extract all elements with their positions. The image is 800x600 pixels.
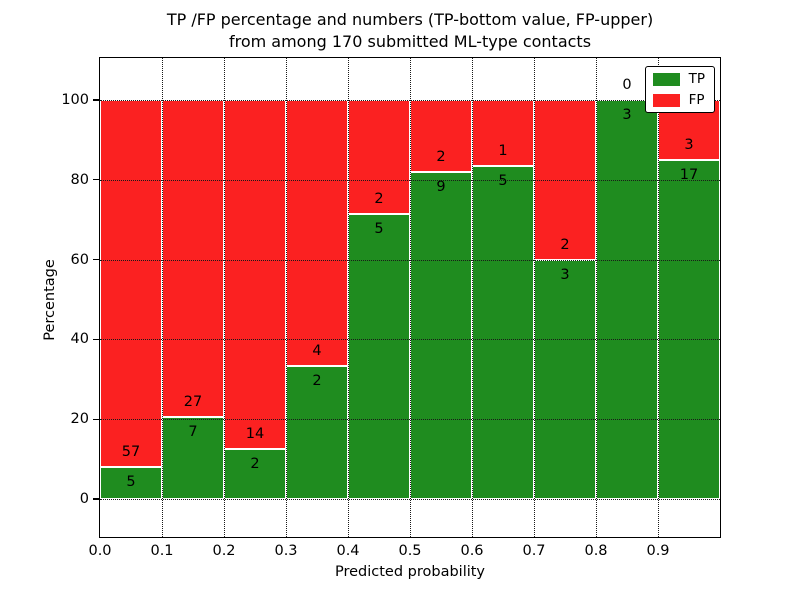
x-tick-label: 0.2 (212, 543, 236, 559)
y-axis-label: Percentage (42, 259, 58, 341)
tick-layer: 0 20 40 60 80 100 0.0 0.1 0.2 0.3 0.4 0.5 0.6 0.7 0.8 0… (61, 58, 720, 559)
vertical-gridline (224, 58, 225, 537)
x-tick-label: 0.8 (584, 543, 608, 559)
fp-bar-segment (410, 99, 472, 173)
vertical-gridline (410, 58, 411, 537)
x-tick-label: 0.4 (336, 543, 360, 559)
chart-title-line-2: from among 170 submitted ML-type contact… (228, 32, 592, 51)
x-tick-label: 0.9 (646, 543, 670, 559)
fp-count-label: 2 (374, 190, 384, 207)
plot-area: 0 20 40 60 80 100 0.0 0.1 0.2 0.3 0.4 0.5 0.6 0.7 0.8 0… (61, 57, 721, 559)
tp-count-label: 7 (188, 423, 198, 440)
vertical-gridline (534, 58, 535, 537)
fp-count-label: 0 (622, 76, 632, 93)
tp-bar-segment (596, 99, 658, 500)
fp-bar-segment (348, 99, 410, 214)
y-tick-mark (93, 418, 100, 420)
fp-bar-segment (100, 99, 162, 467)
fp-legend-label: FP (688, 92, 705, 108)
y-tick-mark (93, 498, 100, 500)
grid-layer (100, 58, 720, 537)
legend-entry-tp: TP (652, 71, 705, 87)
tp-count-label: 5 (498, 173, 508, 190)
y-tick-label: 0 (79, 491, 89, 508)
tp-legend-swatch (652, 72, 680, 86)
x-tick-label: 0.7 (522, 543, 546, 559)
fp-legend-swatch (652, 93, 680, 107)
tp-count-label: 3 (560, 266, 570, 283)
fp-bar-segment (286, 99, 348, 367)
y-tick-mark (93, 338, 100, 341)
y-tick-mark (93, 179, 100, 181)
label-layer: 57 5 27 7 14 2 4 2 2 5 2 9 1 5 2 3 0 3 3 17 (100, 58, 720, 537)
fp-bar-segment (472, 99, 534, 167)
tp-count-label: 2 (312, 373, 322, 390)
x-tick-label: 0.6 (460, 543, 484, 559)
vertical-gridline (596, 58, 597, 537)
x-axis-label: Predicted probability (334, 564, 486, 580)
tp-count-label: 17 (679, 166, 699, 183)
fp-bar-segment (224, 99, 286, 450)
x-tick-label: 0.3 (274, 543, 298, 559)
tp-count-label: 2 (250, 456, 260, 473)
y-tick-mark (93, 99, 100, 101)
y-tick-label: 40 (70, 331, 89, 348)
tp-legend-label: TP (688, 71, 705, 87)
fp-count-label: 1 (498, 143, 508, 160)
tp-count-label: 3 (622, 106, 632, 123)
tp-count-label: 9 (436, 179, 446, 196)
x-tick-label: 0.0 (88, 543, 112, 559)
vertical-gridline (658, 58, 659, 537)
fp-count-label: 3 (684, 136, 694, 153)
tp-count-label: 5 (126, 473, 136, 490)
vertical-gridline (472, 58, 473, 537)
chart-title-line-1: TP /FP percentage and numbers (TP-bottom… (166, 10, 654, 29)
vertical-gridline (162, 58, 163, 537)
chart-title: TP /FP percentage and numbers (TP-bottom… (100, 9, 720, 53)
y-tick-label: 60 (70, 251, 89, 268)
legend: TP FP (644, 66, 715, 113)
bars-layer (100, 58, 720, 537)
y-tick-mark (93, 258, 100, 261)
fp-count-label: 27 (183, 393, 203, 410)
vertical-gridline (348, 58, 349, 537)
legend-entry-fp: FP (652, 92, 705, 108)
tp-bar-segment (100, 466, 162, 500)
fp-count-label: 57 (121, 443, 141, 460)
y-tick-label: 100 (61, 91, 89, 108)
fp-count-label: 2 (560, 236, 570, 253)
x-tick-label: 0.1 (150, 543, 174, 559)
tp-count-label: 5 (374, 220, 384, 237)
vertical-gridline (286, 58, 287, 537)
y-tick-label: 80 (70, 171, 89, 188)
fp-count-label: 4 (312, 343, 322, 360)
fp-count-label: 14 (245, 426, 265, 443)
x-tick-label: 0.5 (398, 543, 422, 559)
fp-count-label: 2 (436, 149, 446, 166)
fp-bar-segment (162, 99, 224, 417)
tp-bar-segment (410, 172, 472, 500)
y-tick-label: 20 (70, 411, 89, 428)
